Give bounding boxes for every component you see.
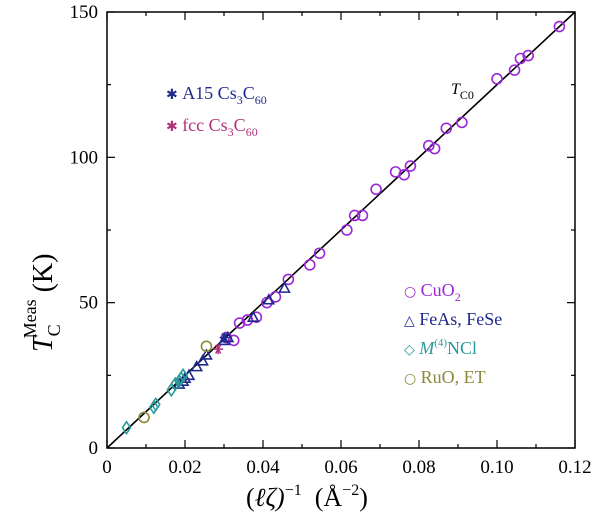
point-cuo2: [341, 224, 353, 236]
point-cuo2: [514, 52, 527, 65]
point-cuo2: [456, 116, 468, 129]
point-m-4-ncl: [121, 420, 132, 436]
point-cuo2: [303, 259, 316, 271]
point-cuo2: [522, 49, 535, 62]
point-feas-fese: [246, 310, 260, 323]
legend-lower-entry: ◇ M(4)NCl: [404, 337, 477, 358]
tc0-label: TC0: [451, 81, 474, 102]
point-ruo-et: [200, 340, 213, 353]
y-tick-label: 0: [89, 438, 99, 459]
point-feas-fese: [262, 293, 276, 305]
x-tick-label: 0.10: [480, 457, 513, 478]
legend-upper-entry: ✱ A15 Cs3C60: [166, 83, 267, 107]
x-tick-label: 0.02: [168, 457, 201, 478]
point-feas-fese: [178, 371, 192, 384]
point-cuo2: [313, 247, 326, 260]
point-m-4-ncl: [150, 396, 161, 412]
point-feas-fese: [196, 354, 209, 366]
point-m-4-ncl: [148, 399, 159, 415]
point-cuo2: [348, 209, 361, 222]
y-tick-label: 50: [79, 293, 98, 314]
legend-upper-entry: ✱ fcc Cs3C60: [166, 115, 258, 139]
point-cuo2: [508, 64, 521, 76]
y-axis-title: TCMeas (K): [20, 254, 64, 352]
y-tick-label: 150: [70, 2, 99, 23]
x-tick-label: 0.04: [246, 457, 280, 478]
legend-lower-entry: ○ CuO2: [404, 280, 461, 304]
legend-lower-entry: ○ RuO, ET: [404, 367, 486, 387]
point-feas-fese: [200, 348, 213, 360]
point-cuo2: [282, 273, 295, 286]
point-feas-fese: [278, 281, 291, 293]
x-tick-label: 0.08: [402, 457, 435, 478]
point-ruo-et: [138, 411, 150, 424]
x-tick-label: 0: [102, 457, 112, 478]
legend-lower-entry: △ FeAs, FeSe: [404, 309, 502, 329]
point-cuo2: [370, 183, 382, 196]
point-cuo2: [428, 142, 441, 155]
point-cuo2: [233, 317, 246, 329]
point-cuo2: [398, 168, 410, 181]
point-cuo2: [404, 160, 417, 172]
x-axis-title: (ℓζ)−1 (Å−2): [246, 482, 368, 512]
point-feas-fese: [190, 359, 204, 372]
point-m-4-ncl: [176, 370, 187, 386]
x-tick-label: 0.06: [324, 457, 357, 478]
y-tick-label: 100: [70, 147, 99, 168]
point-cuo2: [491, 73, 503, 85]
point-cuo2: [227, 334, 240, 347]
point-cuo2: [356, 209, 369, 222]
x-tick-label: 0.12: [558, 457, 591, 478]
point-m-4-ncl: [178, 367, 189, 383]
tc0-line: [106, 11, 576, 449]
point-cuo2: [422, 139, 435, 152]
point-m-4-ncl: [170, 376, 181, 392]
point-cuo2: [440, 122, 453, 135]
point-cuo2: [553, 20, 566, 33]
